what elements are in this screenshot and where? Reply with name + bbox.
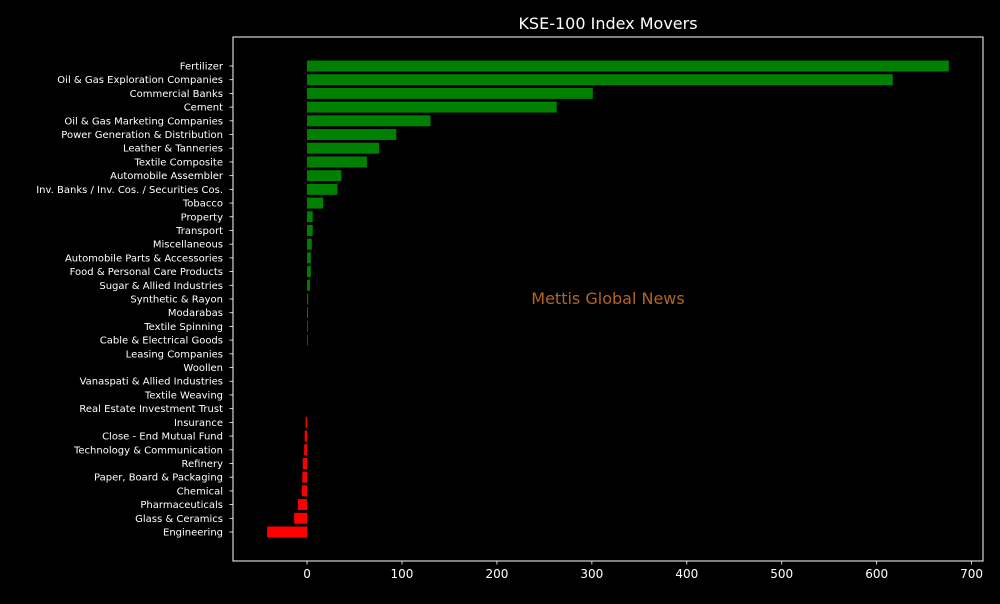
- y-tick-label: Close - End Mutual Fund: [102, 432, 223, 443]
- y-tick-label: Sugar & Allied Industries: [99, 281, 223, 292]
- x-tick-label: 0: [303, 567, 311, 581]
- bar: [307, 197, 324, 209]
- bar: [307, 293, 309, 305]
- bar: [307, 87, 593, 99]
- y-tick-label: Pharmaceuticals: [140, 500, 223, 511]
- bar: [307, 334, 308, 346]
- y-tick-label: Woollen: [183, 363, 223, 374]
- y-tick-label: Fertilizer: [180, 62, 224, 73]
- y-tick-label: Real Estate Investment Trust: [79, 404, 223, 415]
- y-tick-label: Tobacco: [182, 199, 223, 210]
- y-tick-label: Automobile Assembler: [110, 171, 224, 182]
- x-tick-label: 300: [580, 567, 603, 581]
- y-tick-label: Vanaspati & Allied Industries: [80, 377, 223, 388]
- bar: [307, 129, 397, 141]
- y-tick-label: Engineering: [163, 528, 223, 539]
- y-tick-label: Textile Spinning: [143, 322, 223, 333]
- y-tick-label: Inv. Banks / Inv. Cos. / Securities Cos.: [36, 185, 223, 196]
- bar: [307, 307, 308, 319]
- y-tick-label: Refinery: [182, 459, 224, 470]
- bar: [307, 115, 431, 127]
- watermark-text: Mettis Global News: [531, 289, 684, 308]
- y-tick-label: Miscellaneous: [153, 240, 223, 251]
- y-tick-label: Insurance: [174, 418, 223, 429]
- bar: [307, 252, 311, 264]
- y-tick-label: Textile Composite: [134, 157, 223, 168]
- y-tick-label: Property: [181, 212, 223, 223]
- bar: [302, 457, 308, 469]
- bar: [298, 499, 308, 511]
- plot-area: Fertilizer Oil & Gas Exploration Companie…: [36, 36, 984, 581]
- bar: [307, 224, 313, 236]
- y-tick-label: Power Generation & Distribution: [61, 130, 223, 141]
- y-tick-label: Automobile Parts & Accessories: [65, 253, 223, 264]
- bar: [305, 416, 308, 428]
- x-tick-label: 600: [865, 567, 888, 581]
- bar: [304, 430, 308, 442]
- x-tick-label: 400: [675, 567, 698, 581]
- bar: [307, 170, 342, 182]
- y-tick-label: Leasing Companies: [126, 349, 223, 360]
- y-tick-label: Food & Personal Care Products: [70, 267, 223, 278]
- bar: [307, 238, 312, 250]
- y-tick-label: Oil & Gas Exploration Companies: [57, 75, 223, 86]
- bar: [307, 101, 557, 113]
- x-tick-label: 200: [485, 567, 508, 581]
- x-tick-label: 500: [770, 567, 793, 581]
- chart-title: KSE-100 Index Movers: [518, 14, 697, 33]
- y-tick-label: Cement: [184, 103, 223, 114]
- y-tick-label: Textile Weaving: [144, 390, 223, 401]
- y-tick-label: Commercial Banks: [130, 89, 223, 100]
- bar: [302, 471, 308, 483]
- bar: [307, 74, 893, 86]
- y-tick-label: Modarabas: [168, 308, 223, 319]
- bar: [301, 485, 308, 497]
- bar: [307, 60, 949, 72]
- y-tick-label: Technology & Communication: [73, 445, 223, 456]
- bar: [307, 156, 367, 168]
- bar: [307, 266, 311, 278]
- bar: [307, 320, 308, 332]
- bar: [307, 142, 380, 154]
- y-tick-label: Paper, Board & Packaging: [94, 473, 223, 484]
- y-tick-label: Synthetic & Rayon: [130, 295, 223, 306]
- bar: [304, 444, 308, 456]
- bar: [307, 183, 338, 195]
- y-tick-label: Oil & Gas Marketing Companies: [64, 116, 223, 127]
- y-tick-label: Cable & Electrical Goods: [100, 336, 223, 347]
- bar: [294, 512, 308, 524]
- y-tick-label: Leather & Tanneries: [123, 144, 223, 155]
- y-tick-label: Transport: [175, 226, 223, 237]
- x-tick-label: 700: [960, 567, 983, 581]
- bar: [267, 526, 308, 538]
- y-tick-label: Glass & Ceramics: [135, 514, 223, 525]
- bar: [307, 211, 313, 223]
- y-tick-label: Chemical: [177, 486, 223, 497]
- bar: [307, 279, 310, 291]
- x-tick-label: 100: [391, 567, 414, 581]
